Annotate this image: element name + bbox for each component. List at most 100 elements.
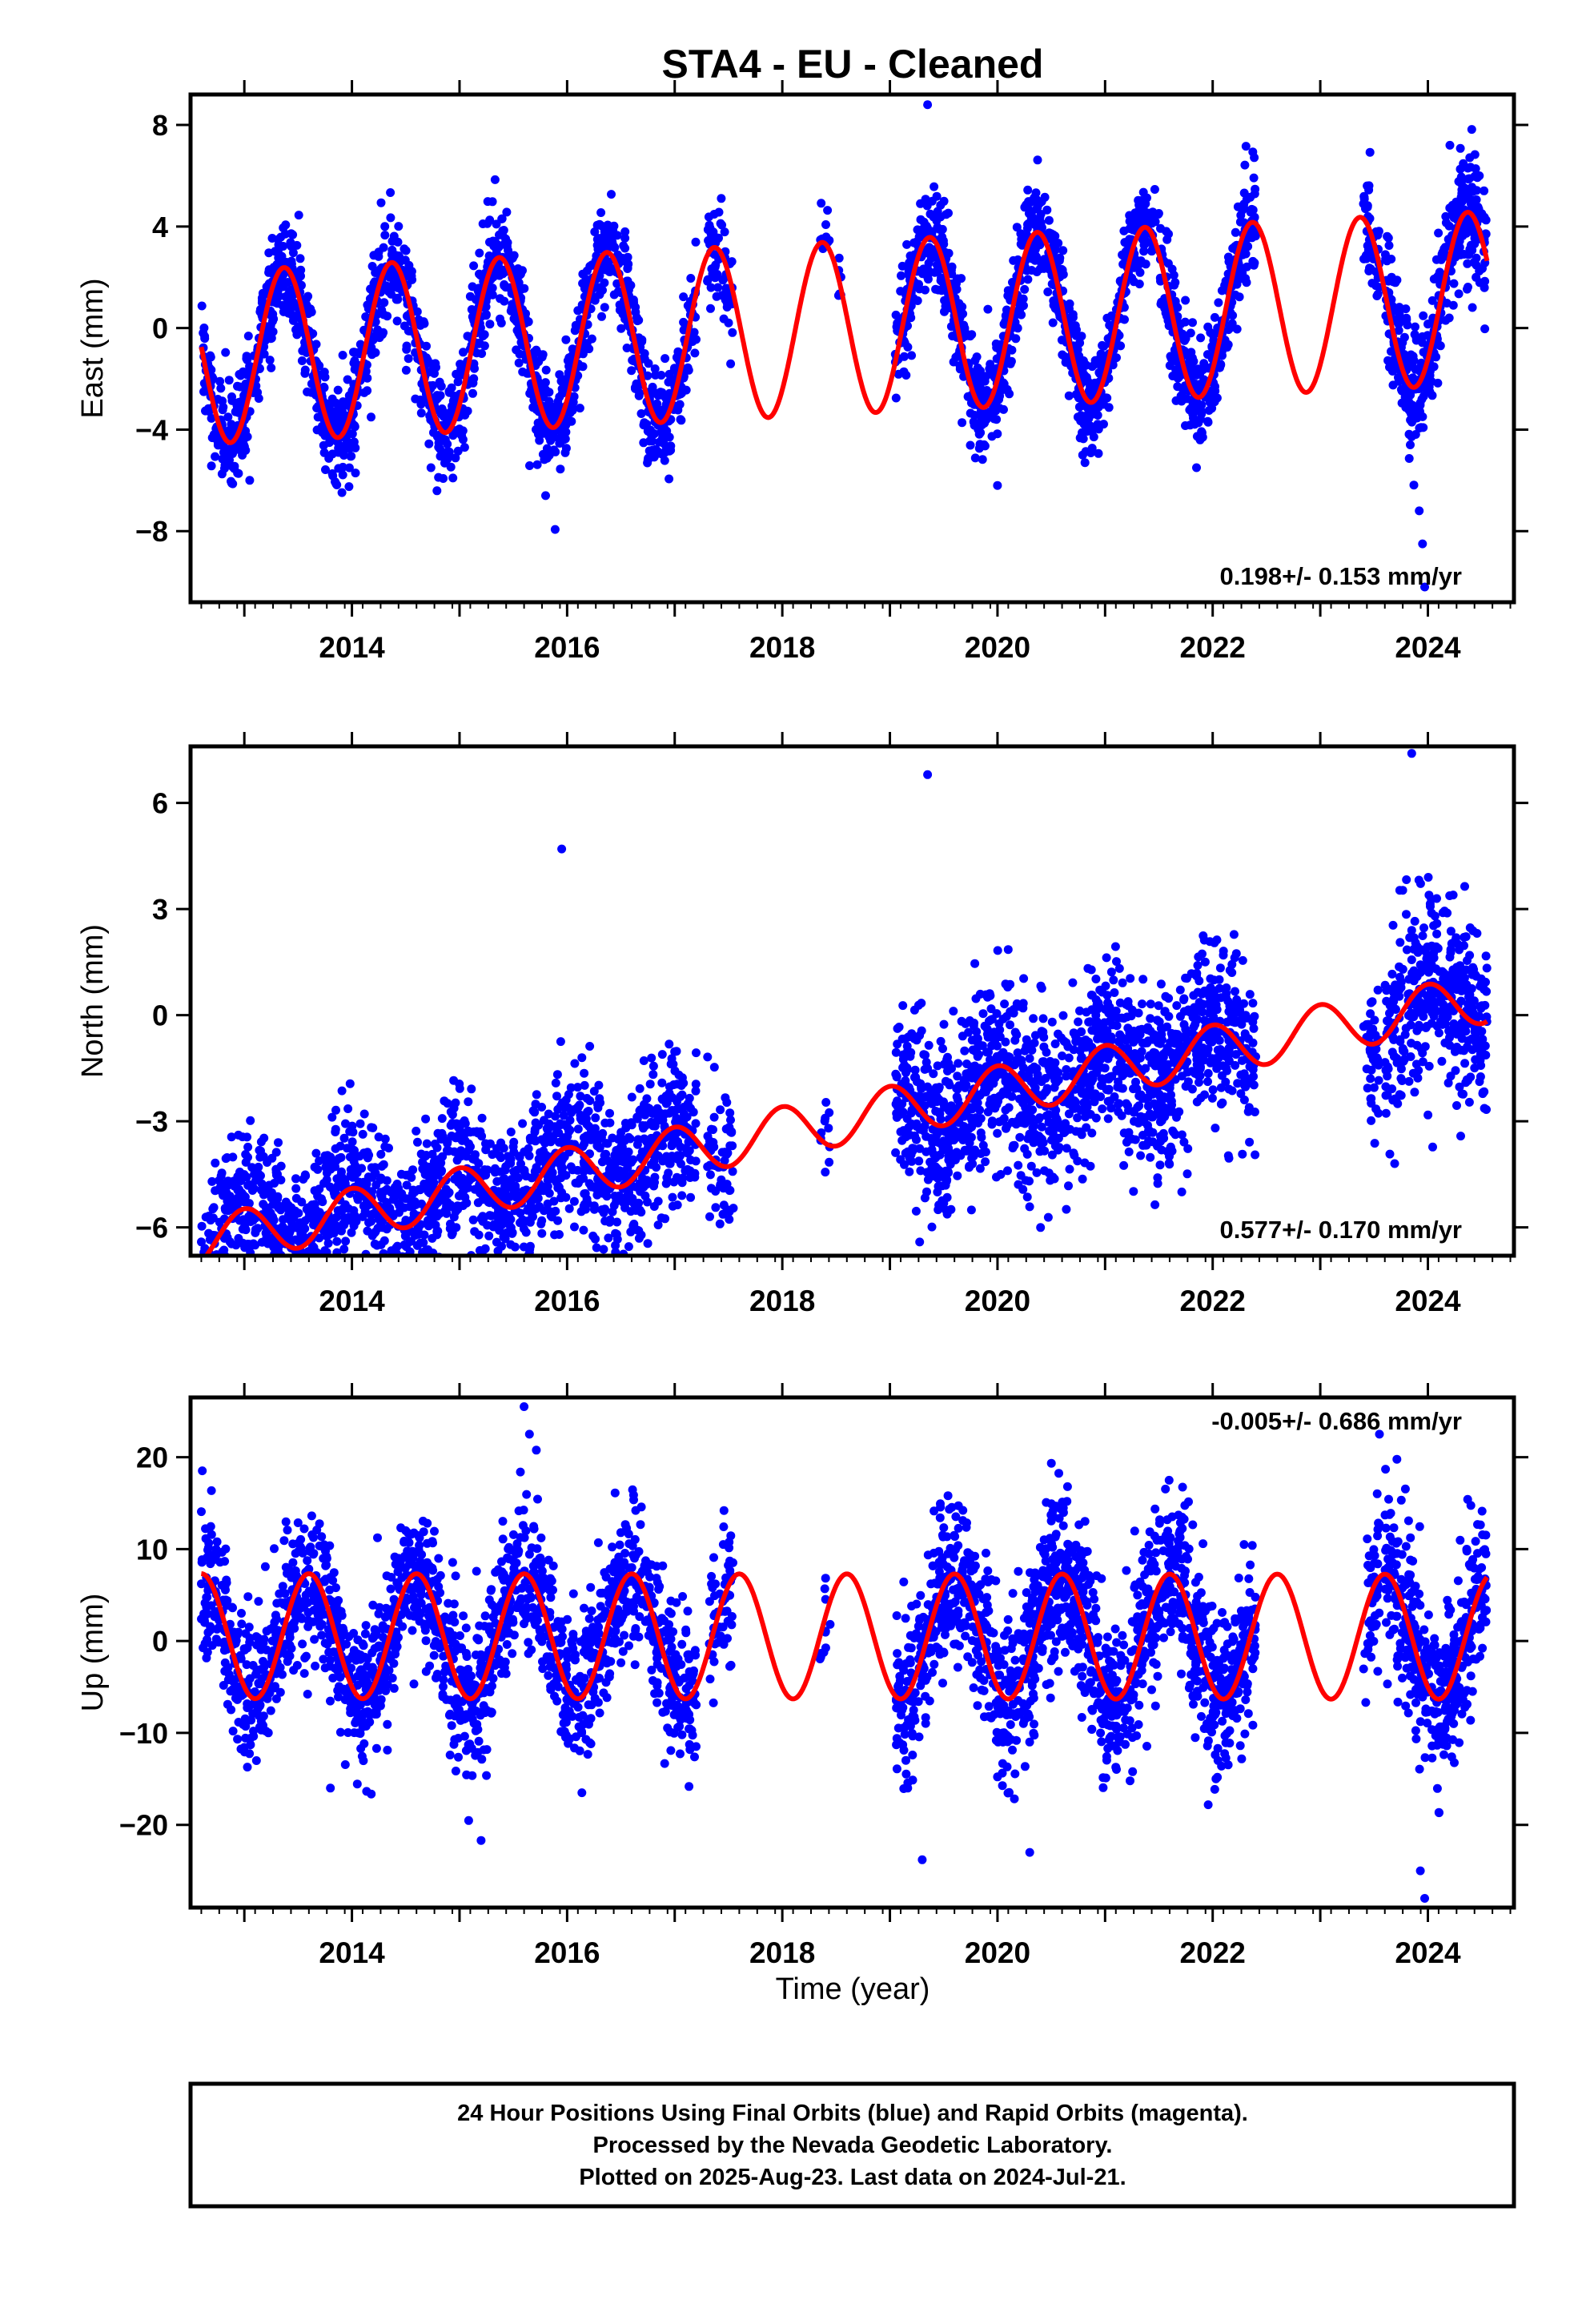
east-data-point [197, 301, 207, 311]
north-data-point [448, 1110, 457, 1120]
east-data-point [710, 263, 720, 271]
north-data-point [291, 1272, 299, 1281]
east-data-point [1002, 384, 1012, 394]
north-data-point [310, 1261, 319, 1270]
east-data-point [907, 351, 917, 360]
east-data-point [366, 284, 375, 294]
east-data-point [710, 232, 720, 242]
east-data-point [565, 408, 575, 418]
north-data-point [437, 1114, 447, 1124]
east-data-point [1029, 248, 1038, 258]
north-data-point [364, 1263, 373, 1272]
north-data-point [244, 1213, 254, 1223]
north-data-point [261, 1314, 270, 1323]
east-data-point [1169, 271, 1178, 280]
east-data-point [292, 330, 302, 340]
east-data-point [659, 405, 669, 414]
east-data-point [1037, 223, 1046, 232]
east-data-point [272, 259, 282, 269]
north-data-point [645, 1276, 654, 1285]
east-data-point [469, 374, 479, 384]
east-data-point [958, 418, 967, 428]
north-data-point [386, 1208, 396, 1217]
east-data-point [679, 317, 689, 327]
east-data-point [901, 371, 911, 380]
east-data-point [1429, 275, 1439, 283]
north-data-point [322, 1175, 331, 1184]
east-data-point [475, 248, 484, 258]
north-data-point [235, 1216, 244, 1225]
north-data-point [677, 1159, 685, 1168]
east-data-point [1138, 187, 1148, 197]
east-data-point [1418, 383, 1427, 392]
north-data-point [208, 1265, 217, 1273]
north-data-point [198, 1287, 207, 1296]
north-data-point [413, 1137, 422, 1147]
east-data-point [1359, 254, 1368, 263]
east-data-point [657, 426, 666, 436]
north-data-point [518, 1215, 528, 1224]
east-data-point [1435, 341, 1445, 351]
east-data-point [823, 206, 833, 215]
east-data-point [498, 226, 508, 235]
east-data-point [1418, 332, 1427, 341]
north-data-point [223, 1268, 231, 1277]
east-data-point [391, 295, 401, 304]
east-data-point [619, 241, 628, 251]
north-data-point [516, 1159, 525, 1168]
east-data-point [1205, 397, 1215, 407]
north-data-point [204, 1294, 213, 1303]
north-data-point [224, 1289, 233, 1298]
east-data-point [242, 354, 251, 364]
east-data-point [363, 373, 372, 383]
north-data-point [203, 1265, 212, 1274]
north-data-point [376, 1173, 386, 1183]
east-data-point [1215, 363, 1224, 372]
north-data-point [198, 1292, 207, 1301]
east-data-point [380, 231, 390, 240]
north-data-point [309, 1295, 318, 1304]
north-data-point [421, 1114, 431, 1124]
east-data-point [1197, 407, 1207, 416]
east-data-point [921, 285, 930, 295]
north-data-point [243, 1285, 252, 1294]
north-data-point [291, 1377, 299, 1386]
east-data-point [1242, 278, 1251, 287]
north-data-point [684, 1137, 693, 1147]
east-data-point [1180, 317, 1190, 327]
north-data-point [507, 1175, 516, 1184]
east-data-point [365, 294, 375, 304]
east-data-point [1224, 325, 1233, 335]
north-data-point [197, 1221, 207, 1231]
north-data-point [474, 1274, 483, 1283]
north-data-point [532, 1090, 541, 1100]
north-data-point [429, 1157, 439, 1167]
north-data-point [211, 1186, 220, 1196]
east-data-point [923, 100, 933, 110]
north-data-point [211, 1158, 220, 1168]
east-data-point [620, 314, 630, 324]
north-data-point [500, 1292, 509, 1301]
north-data-point [237, 1298, 246, 1307]
east-data-point [207, 365, 216, 375]
east-data-point [1481, 215, 1491, 225]
east-data-point [1125, 224, 1134, 233]
east-data-point [1480, 324, 1490, 334]
north-data-point [341, 1119, 350, 1128]
east-data-point [221, 348, 231, 357]
east-data-point [1240, 160, 1250, 170]
east-data-point [1427, 296, 1437, 305]
east-data-point [331, 398, 340, 408]
east-data-point [1210, 312, 1219, 322]
north-data-point [407, 1260, 416, 1269]
north-data-point [299, 1291, 307, 1300]
north-data-point [689, 1108, 698, 1117]
north-data-point [440, 1096, 449, 1106]
east-data-point [1418, 412, 1427, 421]
east-data-point [1228, 243, 1238, 253]
east-data-point [481, 310, 491, 320]
east-y-tick-label: −8 [135, 515, 168, 548]
north-data-point [358, 1129, 367, 1139]
north-data-point [451, 1098, 460, 1108]
east-y-tick-label: −4 [135, 413, 168, 446]
